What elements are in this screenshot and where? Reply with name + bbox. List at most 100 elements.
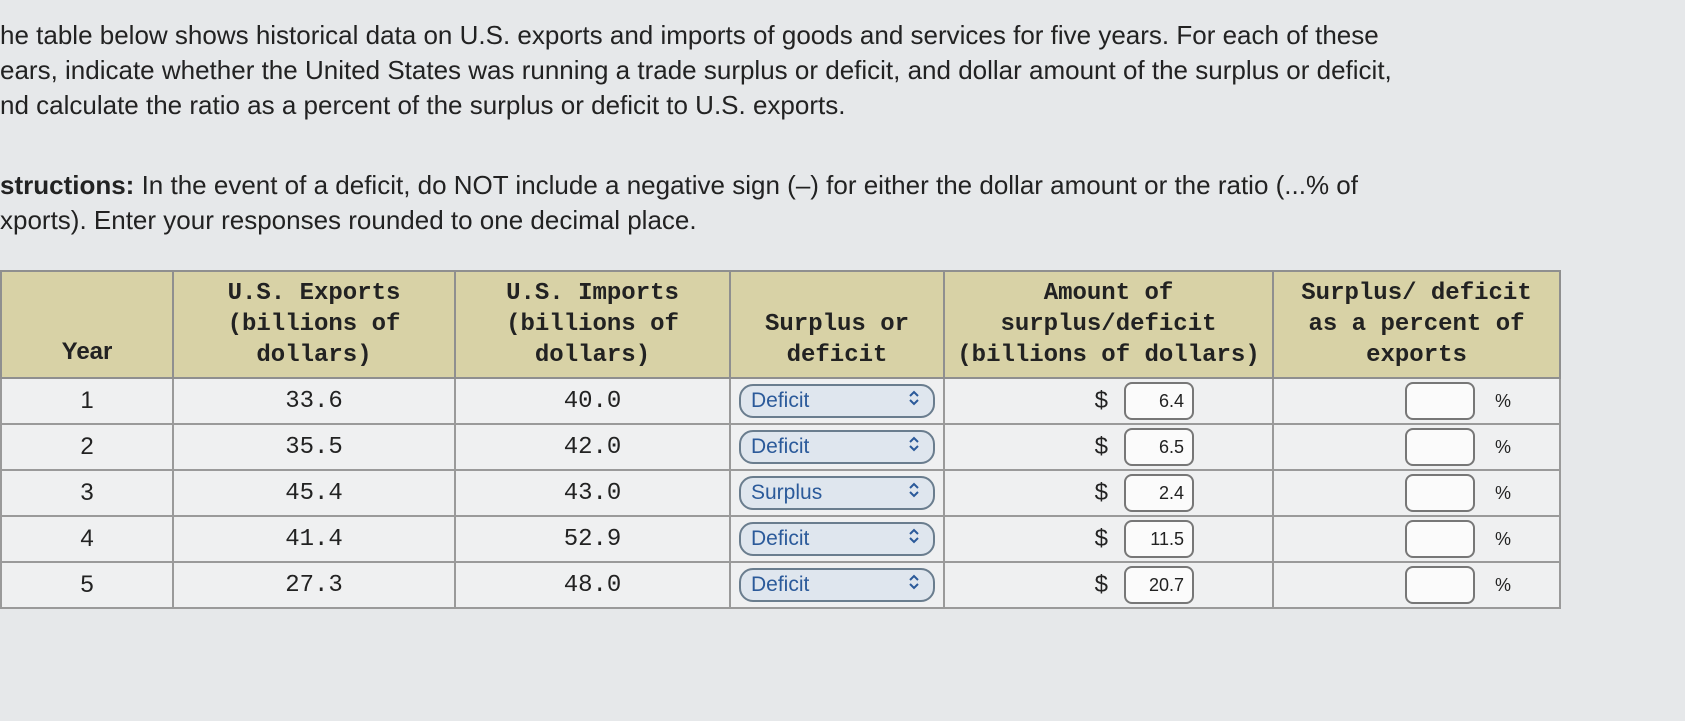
amount-cell: $2.4 <box>943 469 1274 517</box>
status-cell: Deficit <box>729 423 945 471</box>
percent-unit: % <box>1494 390 1511 411</box>
intro-line: he table below shows historical data on … <box>0 20 1379 50</box>
amount-cell: $6.5 <box>943 423 1274 471</box>
year-cell: 3 <box>0 469 174 517</box>
currency-sign: $ <box>1094 525 1108 552</box>
intro-line: nd calculate the ratio as a percent of t… <box>0 90 846 120</box>
status-select[interactable]: Deficit <box>739 522 935 556</box>
exports-cell: 33.6 <box>172 377 456 425</box>
amount-cell: $20.7 <box>943 561 1274 609</box>
table-body: 1 33.6 40.0 Deficit $6.4% 2 35.5 42.0 Deficit $6.… <box>0 377 1561 609</box>
percent-wrap: % <box>1282 520 1551 558</box>
status-select[interactable]: Deficit <box>739 568 935 602</box>
instruction-line: structions: In the event of a deficit, d… <box>0 168 1358 203</box>
column-header: Surplus or deficit <box>729 270 945 379</box>
column-header: Amount of surplus/deficit (billions of d… <box>943 270 1274 379</box>
percent-wrap: % <box>1282 474 1551 512</box>
exports-cell: 45.4 <box>172 469 456 517</box>
imports-cell: 42.0 <box>454 423 731 471</box>
percent-input[interactable] <box>1404 566 1475 604</box>
percent-wrap: % <box>1282 428 1551 466</box>
instruction-text: In the event of a deficit, do NOT includ… <box>141 170 1358 200</box>
select-chevron <box>907 527 921 551</box>
percent-input[interactable] <box>1404 474 1475 512</box>
currency-sign: $ <box>1094 433 1108 460</box>
table-row: 3 45.4 43.0 Surplus $2.4% <box>0 469 1561 517</box>
exports-cell: 27.3 <box>172 561 456 609</box>
currency-sign: $ <box>1094 479 1108 506</box>
status-value: Deficit <box>751 573 810 596</box>
currency-sign: $ <box>1094 571 1108 598</box>
amount-wrap: $20.7 <box>953 566 1264 604</box>
intro: he table below shows historical data on … <box>0 18 1392 123</box>
table-row: 1 33.6 40.0 Deficit $6.4% <box>0 377 1561 425</box>
select-chevron <box>907 481 921 505</box>
year-cell: 2 <box>0 423 174 471</box>
data-table: Year U.S. Exports (billions of dollars) U.… <box>0 270 1561 609</box>
status-cell: Surplus <box>729 469 945 517</box>
percent-input[interactable] <box>1404 428 1475 466</box>
imports-cell: 40.0 <box>454 377 731 425</box>
amount-cell: $6.4 <box>943 377 1274 425</box>
status-value: Surplus <box>751 481 823 504</box>
percent-cell: % <box>1272 561 1561 609</box>
amount-input[interactable]: 6.4 <box>1124 382 1194 420</box>
exports-cell: 35.5 <box>172 423 456 471</box>
percent-cell: % <box>1272 515 1561 563</box>
year-cell: 1 <box>0 377 174 425</box>
percent-cell: % <box>1272 469 1561 517</box>
table-row: 4 41.4 52.9 Deficit $11.5% <box>0 515 1561 563</box>
percent-cell: % <box>1272 423 1561 471</box>
amount-wrap: $11.5 <box>953 520 1264 558</box>
amount-cell: $11.5 <box>943 515 1274 563</box>
amount-input[interactable]: 6.5 <box>1124 428 1194 466</box>
status-select[interactable]: Surplus <box>739 476 935 510</box>
select-chevron <box>907 435 921 459</box>
column-header: Year <box>0 270 174 379</box>
amount-wrap: $6.5 <box>953 428 1264 466</box>
status-select[interactable]: Deficit <box>739 430 935 464</box>
percent-input[interactable] <box>1404 382 1475 420</box>
intro-line: ears, indicate whether the United States… <box>0 55 1392 85</box>
year-cell: 5 <box>0 561 174 609</box>
amount-input[interactable]: 11.5 <box>1124 520 1194 558</box>
percent-wrap: % <box>1282 382 1551 420</box>
percent-cell: % <box>1272 377 1561 425</box>
percent-unit: % <box>1494 436 1511 457</box>
instruction-text: xports). Enter your responses rounded to… <box>0 205 697 235</box>
column-header: U.S. Imports (billions of dollars) <box>454 270 731 379</box>
percent-wrap: % <box>1282 566 1551 604</box>
amount-input[interactable]: 2.4 <box>1124 474 1194 512</box>
imports-cell: 48.0 <box>454 561 731 609</box>
select-chevron <box>907 573 921 597</box>
imports-cell: 43.0 <box>454 469 731 517</box>
select-chevron <box>907 389 921 413</box>
status-cell: Deficit <box>729 561 945 609</box>
instructions: structions: In the event of a deficit, d… <box>0 168 1358 238</box>
status-cell: Deficit <box>729 515 945 563</box>
amount-wrap: $6.4 <box>953 382 1264 420</box>
percent-unit: % <box>1494 528 1511 549</box>
amount-wrap: $2.4 <box>953 474 1264 512</box>
amount-input[interactable]: 20.7 <box>1124 566 1194 604</box>
percent-input[interactable] <box>1404 520 1475 558</box>
currency-sign: $ <box>1094 387 1108 414</box>
status-value: Deficit <box>751 435 810 458</box>
instruction-line: xports). Enter your responses rounded to… <box>0 203 1358 238</box>
column-header: U.S. Exports (billions of dollars) <box>172 270 456 379</box>
status-select[interactable]: Deficit <box>739 384 935 418</box>
status-cell: Deficit <box>729 377 945 425</box>
imports-cell: 52.9 <box>454 515 731 563</box>
percent-unit: % <box>1494 574 1511 595</box>
instruction-label: structions: <box>0 170 135 200</box>
table-row: 2 35.5 42.0 Deficit $6.5% <box>0 423 1561 471</box>
status-value: Deficit <box>751 389 810 412</box>
percent-unit: % <box>1494 482 1511 503</box>
header-row: Year U.S. Exports (billions of dollars) U.… <box>0 270 1561 379</box>
column-header: Surplus/ deficit as a percent of exports <box>1272 270 1561 379</box>
status-value: Deficit <box>751 527 810 550</box>
table-row: 5 27.3 48.0 Deficit $20.7% <box>0 561 1561 609</box>
exports-cell: 41.4 <box>172 515 456 563</box>
year-cell: 4 <box>0 515 174 563</box>
